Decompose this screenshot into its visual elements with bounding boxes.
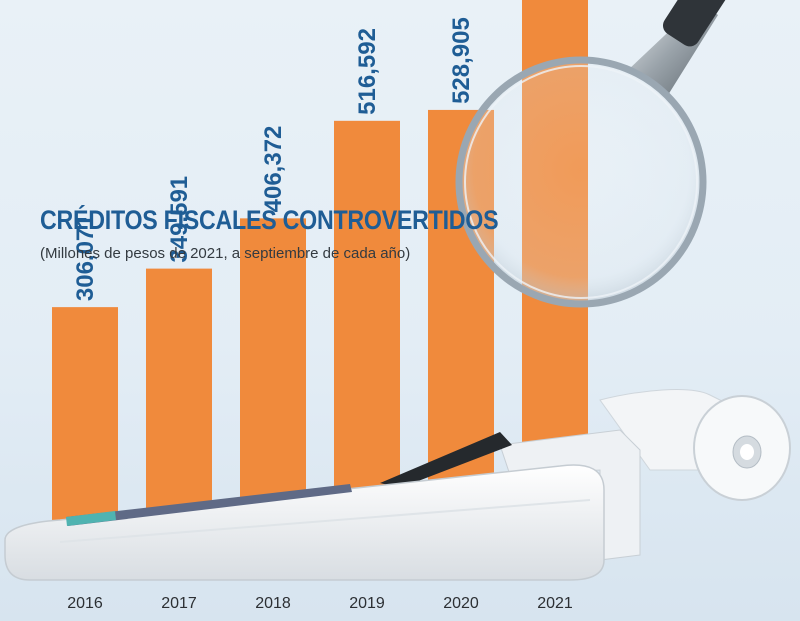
value-label-2019: 516,592 [354, 28, 381, 115]
x-axis-labels: 2016 2017 2018 2019 2020 2021 [67, 595, 573, 612]
calculator-illustration [4, 389, 791, 581]
value-label-2017: 349,591 [166, 176, 193, 263]
year-label-2021: 2021 [537, 595, 573, 612]
year-label-2020: 2020 [443, 595, 479, 612]
magnifying-glass-illustration [455, 0, 728, 308]
value-label-2016: 306,071 [72, 214, 99, 301]
value-label-2018: 406,372 [260, 126, 287, 213]
chart-subtitle: (Millones de pesos de 2021, a septiembre… [40, 245, 411, 262]
year-label-2018: 2018 [255, 595, 291, 612]
chart-title: CRÉDITOS FISCALES CONTROVERTIDOS [40, 205, 499, 235]
value-labels-layer: 306,071349,591406,372516,592528,905871,8… [72, 17, 475, 301]
value-label-2020: 528,905 [448, 17, 475, 104]
year-label-2019: 2019 [349, 595, 385, 612]
year-label-2016: 2016 [67, 595, 103, 612]
year-label-2017: 2017 [161, 595, 197, 612]
